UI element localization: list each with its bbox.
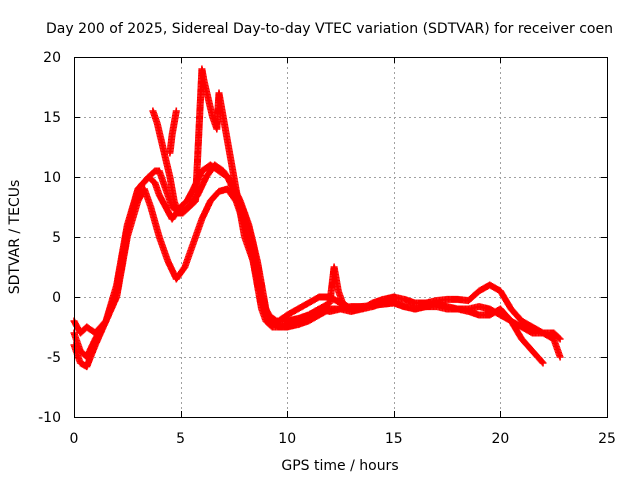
y-tick-label: 20 [43, 50, 61, 66]
data-point [556, 335, 564, 343]
y-axis-label: SDTVAR / TECUs [7, 180, 23, 295]
data-point [555, 334, 563, 342]
y-tick-label: 15 [43, 110, 61, 126]
y-tick-label: 10 [43, 170, 61, 186]
x-tick-label: 10 [278, 431, 296, 447]
data-point [539, 359, 547, 367]
x-tick-label: 25 [598, 431, 616, 447]
data-point [556, 353, 564, 361]
chart-title: Day 200 of 2025, Sidereal Day-to-day VTE… [46, 21, 613, 37]
x-tick-label: 5 [176, 431, 185, 447]
series-track-4 [149, 65, 366, 325]
x-axis-label: GPS time / hours [281, 458, 398, 474]
x-tick-label: 0 [70, 431, 79, 447]
data-points [70, 65, 564, 371]
y-tick-label: 5 [52, 230, 61, 246]
y-tick-label: -10 [38, 410, 61, 426]
plot-frame [74, 57, 608, 418]
data-point [172, 107, 180, 115]
y-tick-label: -5 [47, 350, 61, 366]
tick-labels: 0 5 10 15 20 25 -10 -5 0 5 10 15 20 [38, 50, 616, 447]
series-track-5 [166, 107, 180, 157]
data-point [358, 303, 366, 311]
y-tick-label: 0 [52, 290, 61, 306]
data-point [538, 358, 546, 366]
x-tick-label: 20 [491, 431, 509, 447]
x-tick-label: 15 [385, 431, 403, 447]
